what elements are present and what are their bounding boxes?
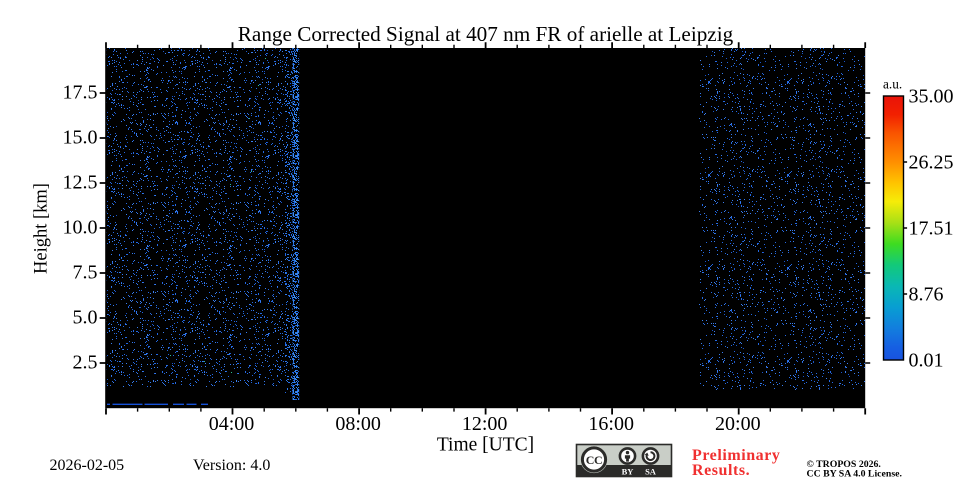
svg-text:Range Corrected Signal at 407: Range Corrected Signal at 407 nm FR of a… bbox=[238, 22, 734, 46]
svg-text:04:00: 04:00 bbox=[209, 413, 255, 435]
svg-text:8.76: 8.76 bbox=[909, 283, 944, 305]
svg-text:12:00: 12:00 bbox=[462, 413, 508, 435]
svg-text:15.0: 15.0 bbox=[63, 127, 98, 149]
svg-text:Preliminary: Preliminary bbox=[692, 447, 780, 464]
svg-text:08:00: 08:00 bbox=[335, 413, 381, 435]
svg-text:© TROPOS 2026.: © TROPOS 2026. bbox=[807, 459, 882, 470]
svg-text:Height [km]: Height [km] bbox=[32, 183, 52, 274]
svg-text:26.25: 26.25 bbox=[909, 151, 954, 173]
svg-text:Version: 4.0: Version: 4.0 bbox=[193, 457, 270, 474]
svg-text:Results.: Results. bbox=[692, 462, 750, 479]
svg-text:Time [UTC]: Time [UTC] bbox=[437, 435, 534, 456]
svg-text:SA: SA bbox=[645, 467, 657, 477]
svg-text:16:00: 16:00 bbox=[588, 413, 634, 435]
svg-text:CC: CC bbox=[586, 453, 603, 467]
svg-text:2026-02-05: 2026-02-05 bbox=[50, 457, 125, 474]
svg-text:BY: BY bbox=[622, 467, 634, 477]
svg-text:5.0: 5.0 bbox=[73, 307, 98, 329]
svg-text:17.5: 17.5 bbox=[63, 82, 98, 104]
svg-text:0.01: 0.01 bbox=[909, 349, 944, 371]
svg-text:a.u.: a.u. bbox=[883, 77, 902, 92]
svg-text:35.00: 35.00 bbox=[909, 85, 954, 107]
svg-text:2.5: 2.5 bbox=[73, 352, 98, 374]
svg-text:17.51: 17.51 bbox=[909, 217, 954, 239]
svg-text:7.5: 7.5 bbox=[73, 262, 98, 284]
svg-text:20:00: 20:00 bbox=[715, 413, 761, 435]
svg-text:10.0: 10.0 bbox=[63, 217, 98, 239]
svg-text:12.5: 12.5 bbox=[63, 172, 98, 194]
svg-text:CC BY SA 4.0 License.: CC BY SA 4.0 License. bbox=[807, 468, 903, 479]
